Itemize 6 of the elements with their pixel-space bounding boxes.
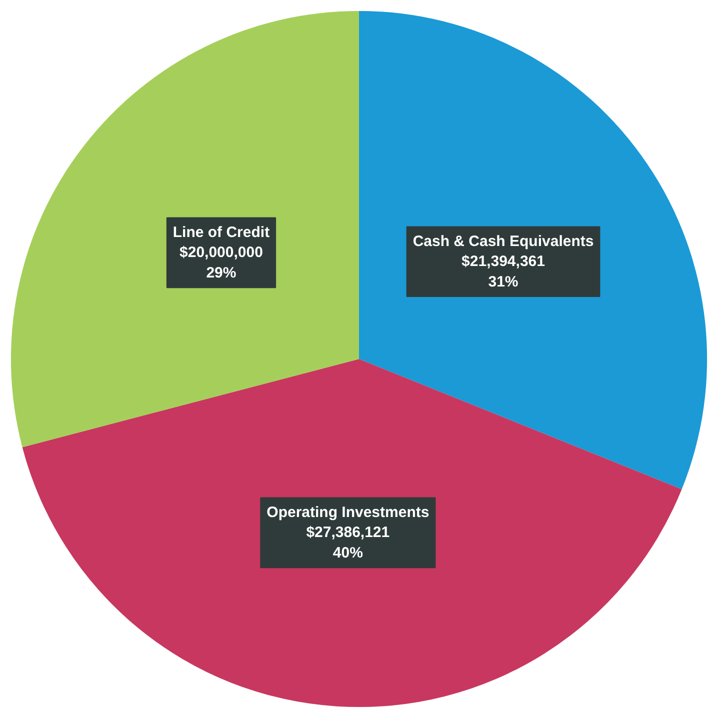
data-label: $20,000,000 29%	[180, 244, 263, 282]
data-label: $27,386,121 40%	[306, 524, 390, 562]
slice-label: Cash & Cash Equivalents	[412, 232, 594, 250]
slice-label: Operating Investments	[266, 504, 430, 521]
slice-label: Line of Credit	[172, 224, 270, 241]
data-label: $21,394,361 31%	[462, 253, 545, 291]
